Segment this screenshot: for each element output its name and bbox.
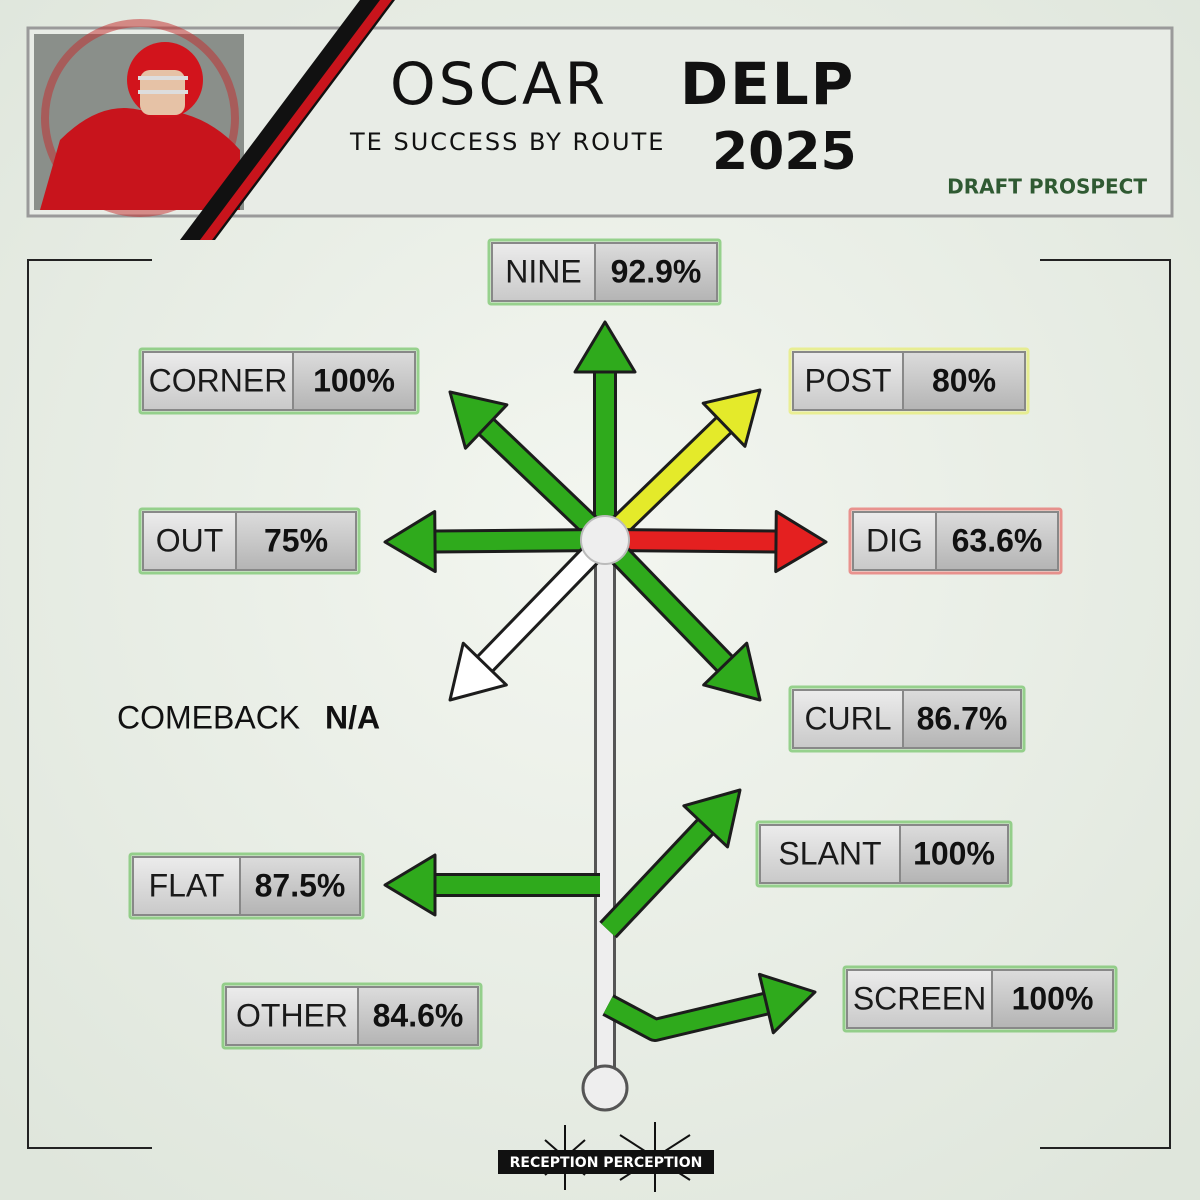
route-arrow bbox=[598, 533, 732, 671]
route-name: OUT bbox=[156, 522, 224, 558]
label-value-box bbox=[357, 986, 479, 1046]
label-value-box bbox=[292, 351, 416, 411]
route-arrow-head bbox=[383, 853, 437, 917]
label-name-box bbox=[792, 351, 904, 411]
route-arrow bbox=[598, 418, 731, 547]
route-arrow-head bbox=[774, 510, 828, 574]
route-arrow-head bbox=[448, 390, 509, 450]
route-arrow-head bbox=[448, 641, 508, 702]
label-value-box bbox=[239, 856, 361, 916]
route-name: SLANT bbox=[778, 835, 881, 871]
route-name: CORNER bbox=[149, 362, 288, 398]
route-arrow bbox=[479, 420, 612, 547]
label-value-box bbox=[902, 689, 1022, 749]
route-arrow-head bbox=[682, 788, 742, 849]
frame-right bbox=[1040, 259, 1171, 1149]
route-arrow bbox=[434, 531, 606, 551]
route-value: 80% bbox=[932, 362, 996, 398]
label-value-box bbox=[935, 511, 1059, 571]
route-arrow-head bbox=[383, 510, 437, 574]
label-glow bbox=[128, 852, 365, 920]
route-arrow-head bbox=[701, 388, 762, 448]
label-glow bbox=[848, 507, 1063, 575]
label-name-box bbox=[132, 856, 241, 916]
label-name-box bbox=[852, 511, 937, 571]
route-value: 63.6% bbox=[952, 522, 1043, 558]
tag: DRAFT PROSPECT bbox=[947, 175, 1147, 199]
year: 2025 bbox=[712, 122, 857, 182]
route-name: COMEBACK bbox=[117, 699, 300, 735]
route-value: 87.5% bbox=[255, 867, 346, 903]
start-point bbox=[581, 1064, 629, 1112]
route-name: POST bbox=[804, 362, 891, 398]
route-name: CURL bbox=[804, 700, 891, 736]
route-name: NINE bbox=[505, 253, 581, 289]
label-name-box bbox=[792, 689, 904, 749]
route-value: 86.7% bbox=[917, 700, 1008, 736]
route-name: DIG bbox=[866, 522, 923, 558]
stripe-red bbox=[200, 0, 392, 240]
label-value-box bbox=[594, 242, 718, 302]
label-glow bbox=[788, 685, 1026, 753]
route-arrow bbox=[478, 533, 612, 671]
label-name-box bbox=[142, 511, 237, 571]
route-value: 100% bbox=[913, 835, 995, 871]
label-glow bbox=[221, 982, 483, 1050]
route-arrow bbox=[601, 820, 713, 937]
label-name-box bbox=[142, 351, 294, 411]
route-arrow bbox=[603, 994, 769, 1039]
frame-left bbox=[27, 259, 152, 1149]
label-value-box bbox=[899, 824, 1009, 884]
footer-badge bbox=[498, 1150, 714, 1174]
route-value: N/A bbox=[325, 699, 380, 735]
label-name-box bbox=[846, 969, 993, 1029]
route-value: 100% bbox=[1012, 980, 1094, 1016]
route-arrow bbox=[604, 531, 777, 551]
route-arrow-head bbox=[702, 641, 762, 702]
route-arrow-head bbox=[757, 972, 817, 1035]
label-value-box bbox=[902, 351, 1026, 411]
label-value-box bbox=[991, 969, 1114, 1029]
label-glow bbox=[788, 347, 1030, 415]
snap-point bbox=[580, 515, 630, 565]
route-value: 84.6% bbox=[373, 997, 464, 1033]
label-glow bbox=[138, 347, 420, 415]
first-name: OSCAR bbox=[390, 50, 608, 118]
label-glow bbox=[487, 238, 722, 306]
label-name-box bbox=[491, 242, 596, 302]
label-value-box bbox=[235, 511, 357, 571]
subtitle: TE SUCCESS BY ROUTE bbox=[349, 128, 665, 156]
footer-text: RECEPTION PERCEPTION bbox=[510, 1155, 703, 1171]
route-name: SCREEN bbox=[853, 980, 986, 1016]
route-value: 100% bbox=[313, 362, 395, 398]
route-value: 92.9% bbox=[611, 253, 702, 289]
route-value: 75% bbox=[264, 522, 328, 558]
player-photo bbox=[34, 19, 244, 217]
label-glow bbox=[755, 820, 1013, 888]
label-name-box bbox=[759, 824, 901, 884]
label-glow bbox=[842, 965, 1118, 1033]
route-name: OTHER bbox=[236, 997, 348, 1033]
route-name: FLAT bbox=[149, 867, 225, 903]
route-arrow-head bbox=[573, 320, 637, 374]
label-name-box bbox=[225, 986, 359, 1046]
label-glow bbox=[138, 507, 361, 575]
last-name: DELP bbox=[680, 50, 855, 118]
